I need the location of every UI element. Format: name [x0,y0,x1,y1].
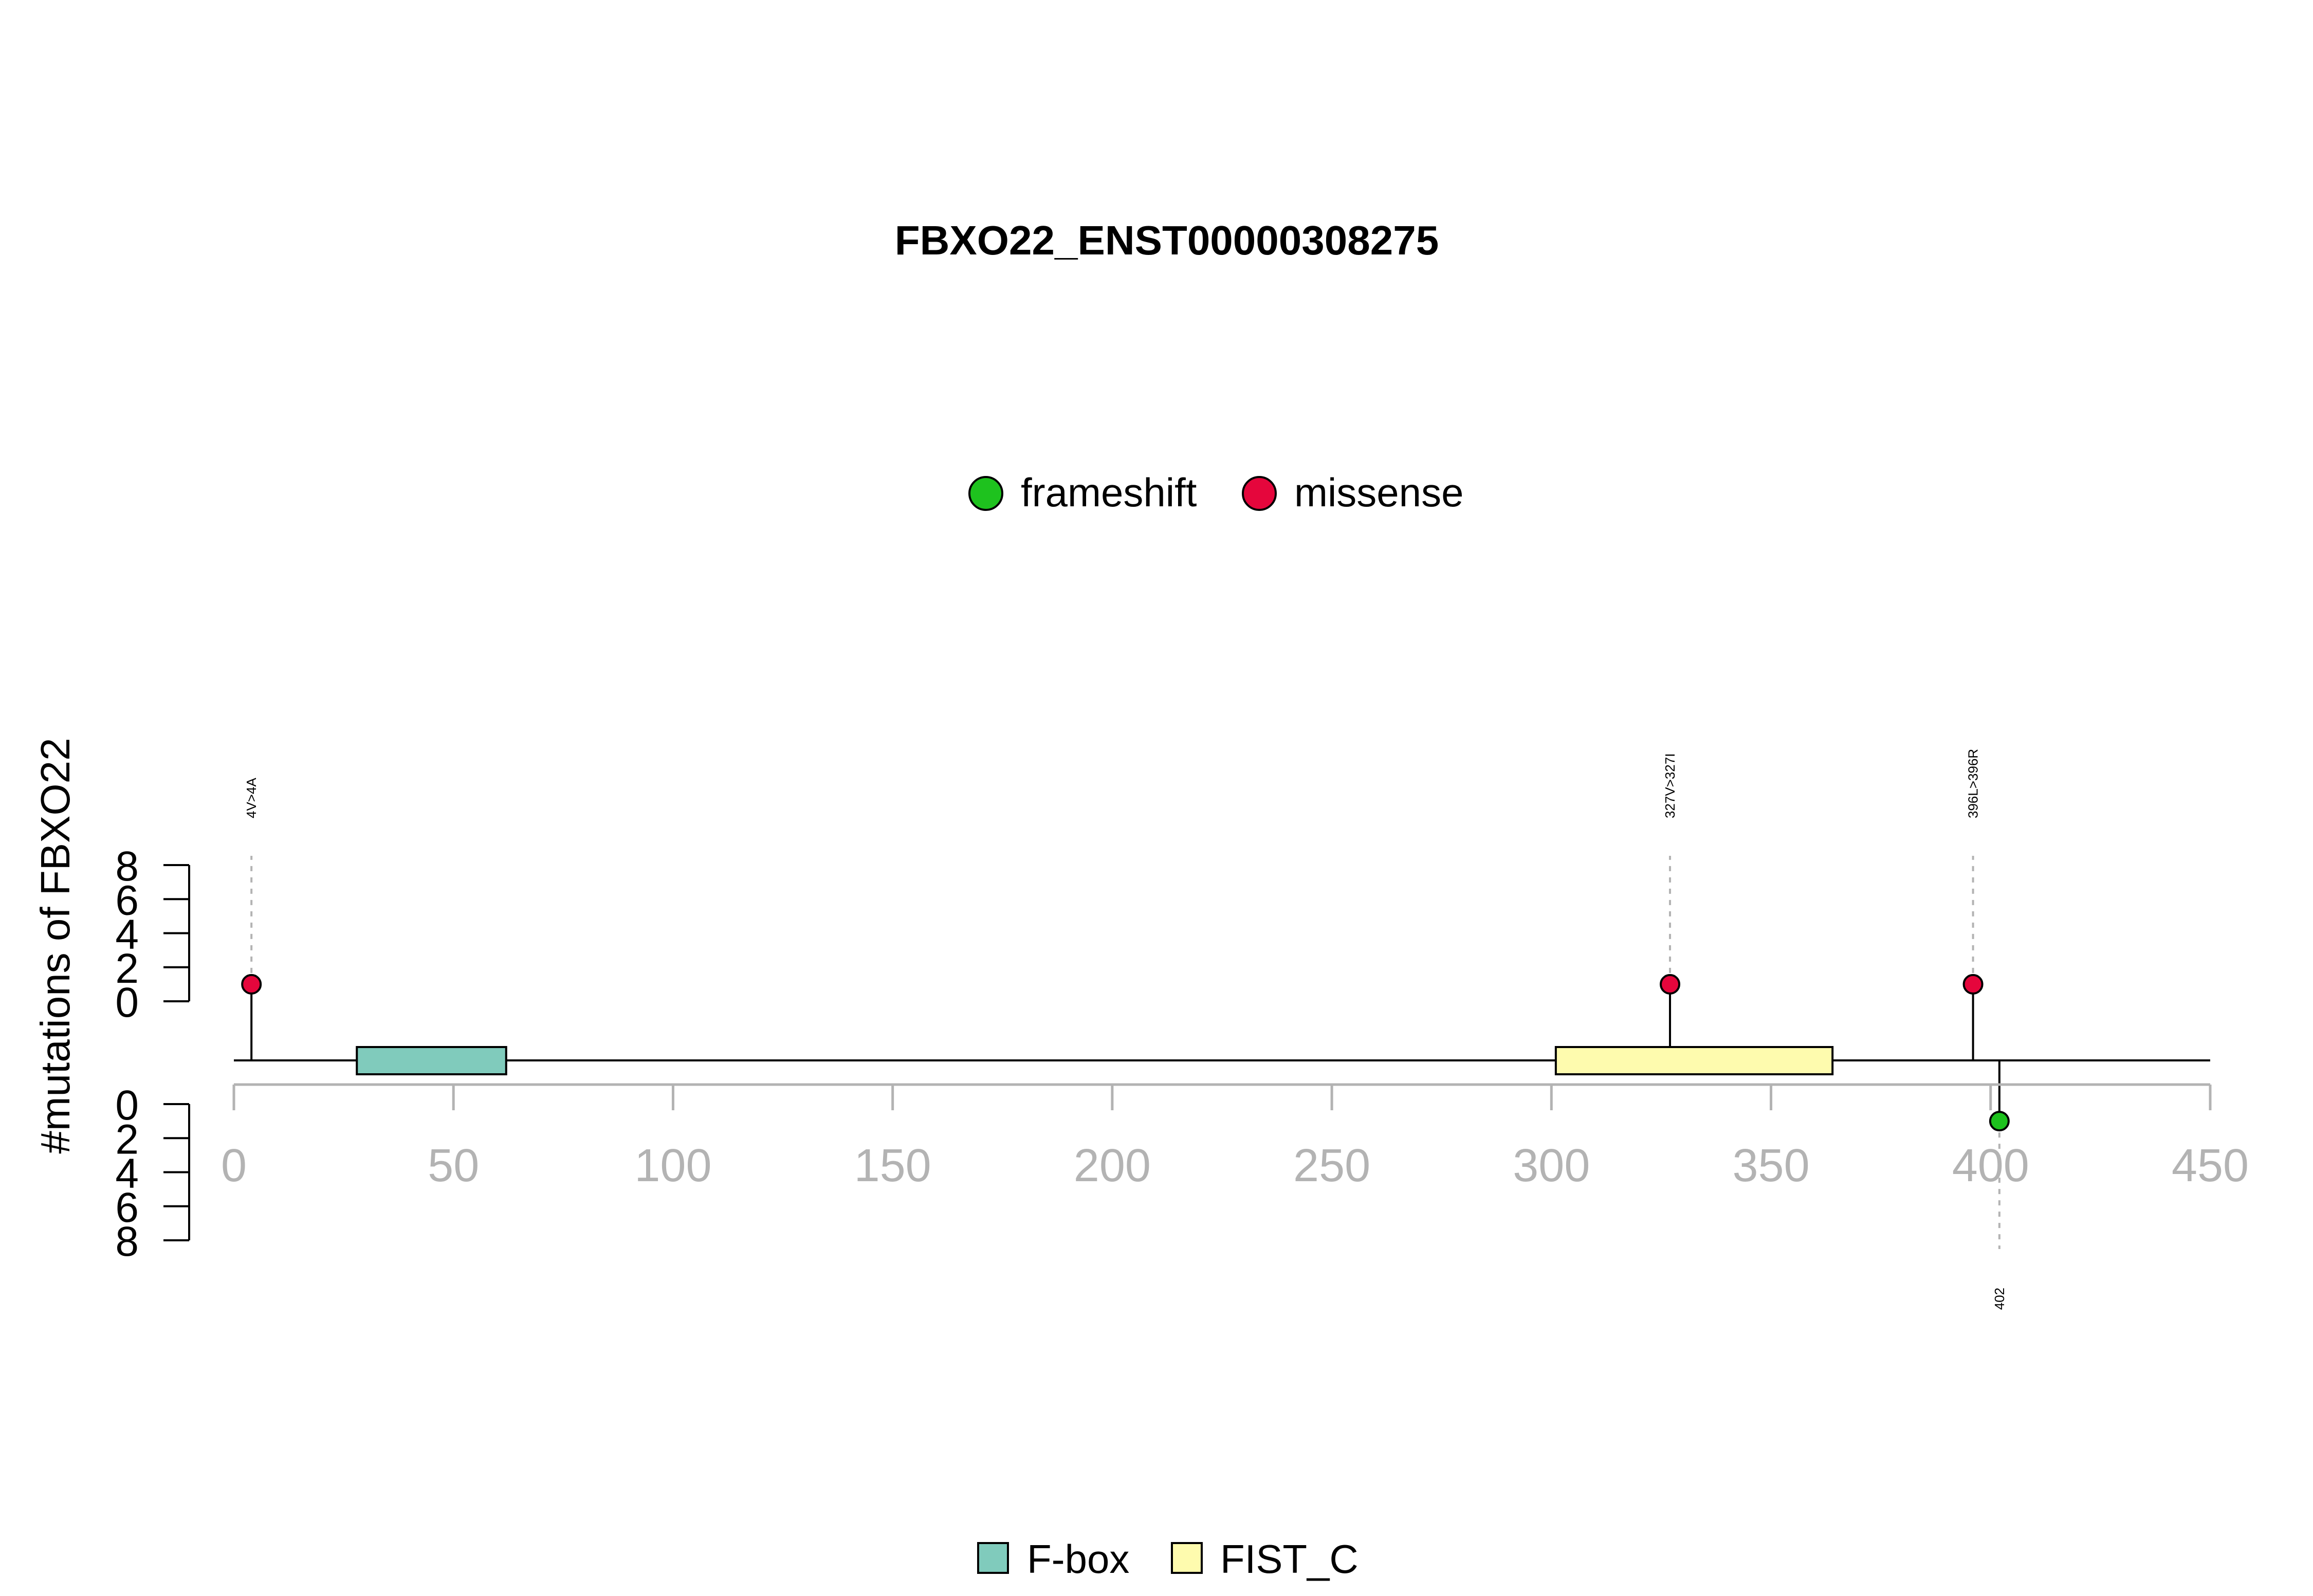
domain-fist-c [1554,1046,1834,1075]
upper-count-tick-label: 4 [115,911,139,958]
lower-count-tick-label: 6 [115,1184,139,1231]
lower-count-tick-label: 4 [115,1150,139,1197]
upper-count-tick-label: 8 [115,843,139,890]
mutation-guides [250,856,2000,1249]
legend-missense-marker [1242,476,1277,511]
legend-missense-label: missense [1294,470,1463,515]
domain-f-box [356,1046,507,1075]
position-tick-label: 350 [1732,1140,1809,1191]
protein-domains [356,1046,1834,1075]
mutation-point-missense [241,974,262,995]
upper-count-tick-label: 2 [115,945,139,992]
legend-frameshift-marker [968,476,1003,511]
position-tick-label: 200 [1074,1140,1151,1191]
position-tick-label: 50 [428,1140,479,1191]
legend-frameshift-label: frameshift [1021,470,1197,515]
domain-legend: F-box FIST_C [977,1536,1359,1582]
mutation-point-missense [1660,974,1681,995]
lower-count-tick-label: 8 [115,1218,139,1265]
mutation-label: 327V>327I [1662,753,1678,818]
lower-count-tick-label: 2 [115,1116,139,1163]
position-tick-label: 450 [2172,1140,2249,1191]
legend-fbox-swatch [977,1542,1009,1574]
mutation-point-frameshift [1989,1111,2010,1132]
position-axis: 0 50 100 150 200 250 300 350 400 450 [221,1083,2249,1191]
legend-fbox-label: F-box [1027,1536,1129,1582]
position-tick-label: 100 [634,1140,711,1191]
mutation-label: 4V>4A [244,778,259,818]
legend-fistc-label: FIST_C [1220,1536,1359,1582]
mutation-heads [241,974,2010,1132]
upper-count-tick-label: 6 [115,877,139,924]
mutation-labels: 4V>4A 327V>327I 396L>396R 402 [244,749,2007,1310]
legend-fistc-swatch [1171,1542,1203,1574]
mutation-label: 396L>396R [1966,749,1981,818]
position-tick-label: 0 [221,1140,247,1191]
position-tick-label: 150 [854,1140,931,1191]
mutation-point-missense [1962,974,1984,995]
upper-count-tick-label: 0 [115,979,139,1026]
position-tick-label: 250 [1293,1140,1370,1191]
position-tick-label: 300 [1513,1140,1590,1191]
position-ticks: 0 50 100 150 200 250 300 350 400 450 [221,1085,2249,1191]
position-tick-label: 400 [1952,1140,2029,1191]
chart-title: FBXO22_ENST00000308275 [895,217,1439,263]
lower-count-tick-label: 0 [115,1082,139,1129]
y-axis-title: #mutations of FBXO22 [32,738,78,1153]
mutation-legend: frameshift missense [968,470,1463,515]
mutation-label: 402 [1992,1288,2007,1310]
